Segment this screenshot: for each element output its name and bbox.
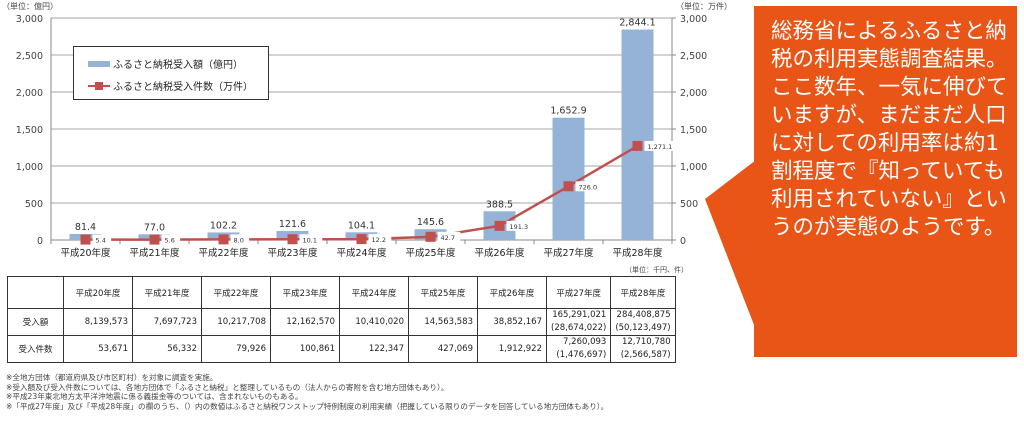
line-value-label: 726.0 <box>579 183 598 191</box>
x-category-label: 平成20年度 <box>60 247 111 259</box>
table-header-cell: 平成24年度 <box>339 276 409 309</box>
line-value-label: 12.2 <box>372 236 386 244</box>
line-marker <box>149 234 160 245</box>
line-marker <box>632 140 643 151</box>
table-header-cell: 平成23年度 <box>270 276 340 309</box>
table-cell: 38,852,167 <box>477 308 547 336</box>
table-cell: 427,069 <box>408 335 478 363</box>
bar-value-label: 81.4 <box>75 222 96 233</box>
x-category-label: 平成21年度 <box>129 247 180 259</box>
table-header-cell: 平成28年度 <box>610 276 676 309</box>
bar <box>621 29 654 240</box>
data-table: 平成20年度 平成21年度 平成22年度 平成23年度 平成24年度 平成25年… <box>7 276 676 363</box>
line-marker <box>356 234 367 245</box>
callout-bubble <box>754 6 1017 357</box>
y2-tick-label: 0 <box>680 236 686 247</box>
x-category-label: 平成22年度 <box>198 247 249 259</box>
table-header-cell: 平成25年度 <box>408 276 478 309</box>
bar-swatch-icon <box>88 60 110 67</box>
table-unit: （単位：千円、件） <box>625 266 688 274</box>
line-marker <box>563 181 574 192</box>
legend-label-amount: ふるさと納税受入額（億円） <box>113 60 243 71</box>
y-tick-label: 2,000 <box>16 88 43 99</box>
y2-tick-label: 2,500 <box>680 51 707 62</box>
x-category-label: 平成28年度 <box>612 247 663 259</box>
footnote: ※全地方団体（都道府県及び市区町村）を対象に調査を実施。 <box>6 373 218 382</box>
bar-value-label: 145.6 <box>417 217 444 228</box>
x-category-label: 平成25年度 <box>405 247 456 259</box>
line-value-label: 42.7 <box>441 234 455 242</box>
table-cell: 56,332 <box>132 335 202 363</box>
bar-value-label: 1,652.9 <box>550 106 586 117</box>
line-value-label: 5.4 <box>96 237 106 245</box>
table-row-label: 受入件数 <box>7 335 64 363</box>
bar-value-label: 104.1 <box>348 220 375 231</box>
line-value-label: 8.0 <box>234 236 244 244</box>
y2-tick-label: 3,000 <box>680 14 707 25</box>
bar-value-label: 77.0 <box>144 222 165 233</box>
table-cell: 53,671 <box>63 335 133 363</box>
legend-item-count: ふるさと納税受入件数（万件） <box>88 78 253 93</box>
y-tick-label: 500 <box>25 199 43 210</box>
callout-text: 総務省によるふるさと納税の利用実態調査結果。 ここ数年、一気に伸びていますが、ま… <box>771 19 1008 240</box>
table-header-row: 平成20年度 平成21年度 平成22年度 平成23年度 平成24年度 平成25年… <box>7 276 676 309</box>
x-category-label: 平成23年度 <box>267 247 318 259</box>
footnote: ※受入額及び受入件数については、各地方団体で「ふるさと納税」と整理しているもの（… <box>6 382 449 392</box>
line-value-label: 191.3 <box>510 223 529 231</box>
y-tick-label: 1,000 <box>16 162 43 173</box>
footnotes: ※全地方団体（都道府県及び市区町村）を対象に調査を実施。 ※受入額及び受入件数に… <box>6 373 608 411</box>
line-marker <box>218 234 229 245</box>
x-category-label: 平成26年度 <box>474 247 525 259</box>
y2-tick-label: 500 <box>680 199 698 210</box>
y2-tick-label: 1,500 <box>680 125 707 136</box>
left-axis-unit: （単位：億円） <box>2 2 58 11</box>
combo-chart: 3,000 3,000 2,500 2,500 2,000 2,000 1,500 1,500… <box>16 14 707 259</box>
line-value-label: 5.6 <box>165 237 175 245</box>
table-cell: 122,347 <box>339 335 409 363</box>
table-header-cell <box>7 276 64 309</box>
bar-value-label: 102.2 <box>210 220 237 231</box>
line-marker <box>287 234 298 245</box>
line-marker <box>425 231 436 242</box>
bar-value-label: 2,844.1 <box>619 18 655 29</box>
table-cell: 1,912,922 <box>477 335 547 363</box>
table-row: 受入件数 53,671 56,332 79,926 100,861 122,347 427,… <box>7 335 676 363</box>
bar-value-label: 121.6 <box>279 219 306 230</box>
legend-item-amount: ふるさと納税受入額（億円） <box>88 56 243 71</box>
y-tick-label: 1,500 <box>16 125 43 136</box>
line-marker <box>80 234 91 245</box>
bar-value-label: 388.5 <box>486 199 513 210</box>
y2-tick-label: 1,000 <box>680 162 707 173</box>
chart-legend: ふるさと納税受入額（億円） ふるさと納税受入件数（万件） <box>73 46 269 100</box>
table-cell: 12,710,780 (2,566,587) <box>610 335 676 363</box>
line-marker-swatch-icon <box>88 81 110 90</box>
table-cell: 284,408,875 (50,123,497) <box>610 308 676 336</box>
y-tick-label: 0 <box>37 236 43 247</box>
line-marker <box>494 220 505 231</box>
x-category-label: 平成27年度 <box>543 247 594 259</box>
right-axis-unit: （単位：万件） <box>676 2 732 11</box>
y-tick-label: 2,500 <box>16 51 43 62</box>
legend-label-count: ふるさと納税受入件数（万件） <box>113 82 253 93</box>
table-header-cell: 平成27年度 <box>545 276 612 309</box>
footnote: ※平成23年東北地方太平洋沖地震に係る義援金等のついては、含まれないものもある。 <box>6 392 303 401</box>
x-category-label: 平成24年度 <box>336 247 387 259</box>
line-value-label: 10.1 <box>303 236 317 244</box>
table-cell: 7,260,093 (1,476,697) <box>545 335 612 363</box>
y2-tick-label: 2,000 <box>680 88 707 99</box>
y-tick-label: 3,000 <box>16 14 43 25</box>
line-value-label: 1,271.1 <box>648 143 673 151</box>
footnote: ※「平成27年度」及び「平成28年度」の欄のうち、（）内の数値はふるさと納税ワン… <box>6 401 609 411</box>
